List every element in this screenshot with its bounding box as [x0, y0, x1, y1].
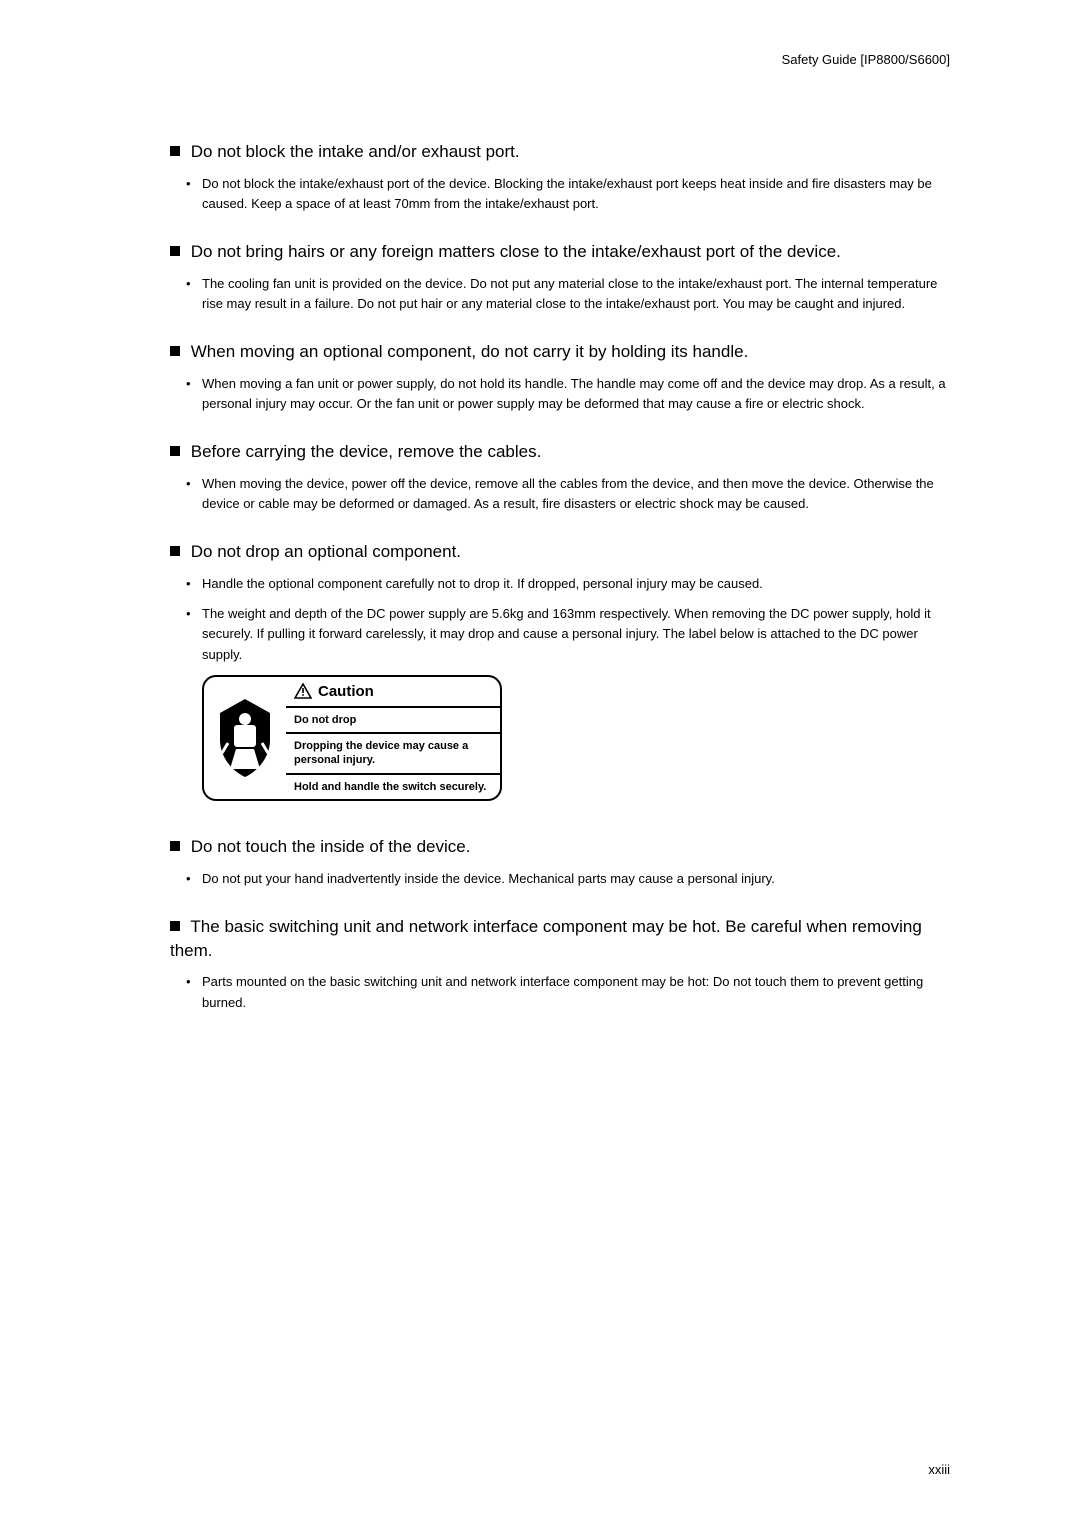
section-heading: Do not touch the inside of the device. — [170, 835, 950, 859]
section-cables: Before carrying the device, remove the c… — [170, 440, 950, 514]
heading-text: Do not touch the inside of the device. — [191, 837, 471, 856]
caution-drop-icon — [204, 677, 286, 799]
section-heading: The basic switching unit and network int… — [170, 915, 950, 963]
heading-text: Do not block the intake and/or exhaust p… — [191, 142, 520, 161]
heading-text: Do not drop an optional component. — [191, 542, 461, 561]
section-handle: When moving an optional component, do no… — [170, 340, 950, 414]
section-hot: The basic switching unit and network int… — [170, 915, 950, 1013]
square-bullet-icon — [170, 546, 180, 556]
list-item: The cooling fan unit is provided on the … — [202, 274, 950, 314]
caution-row: Hold and handle the switch securely. — [286, 775, 500, 799]
square-bullet-icon — [170, 146, 180, 156]
list-item: Parts mounted on the basic switching uni… — [202, 972, 950, 1012]
square-bullet-icon — [170, 446, 180, 456]
square-bullet-icon — [170, 841, 180, 851]
bullet-list: Do not block the intake/exhaust port of … — [170, 174, 950, 214]
caution-text-block: Caution Do not drop Dropping the device … — [286, 677, 500, 799]
list-item: Handle the optional component carefully … — [202, 574, 950, 594]
list-item: When moving the device, power off the de… — [202, 474, 950, 514]
bullet-list: When moving the device, power off the de… — [170, 474, 950, 514]
list-item: The weight and depth of the DC power sup… — [202, 604, 950, 664]
section-heading: Do not drop an optional component. — [170, 540, 950, 564]
heading-text: Do not bring hairs or any foreign matter… — [191, 242, 841, 261]
section-intake-port: Do not block the intake and/or exhaust p… — [170, 140, 950, 214]
section-heading: Do not block the intake and/or exhaust p… — [170, 140, 950, 164]
caution-row: Do not drop — [286, 708, 500, 734]
section-heading: When moving an optional component, do no… — [170, 340, 950, 364]
bullet-list: Handle the optional component carefully … — [170, 574, 950, 665]
page-number: xxiii — [928, 1462, 950, 1477]
section-drop: Do not drop an optional component. Handl… — [170, 540, 950, 801]
square-bullet-icon — [170, 921, 180, 931]
section-heading: Do not bring hairs or any foreign matter… — [170, 240, 950, 264]
caution-title: Caution — [286, 677, 500, 708]
square-bullet-icon — [170, 346, 180, 356]
heading-text: Before carrying the device, remove the c… — [191, 442, 542, 461]
bullet-list: Parts mounted on the basic switching uni… — [170, 972, 950, 1012]
bullet-list: When moving a fan unit or power supply, … — [170, 374, 950, 414]
bullet-list: The cooling fan unit is provided on the … — [170, 274, 950, 314]
list-item: Do not block the intake/exhaust port of … — [202, 174, 950, 214]
bullet-list: Do not put your hand inadvertently insid… — [170, 869, 950, 889]
header-guide-label: Safety Guide [IP8800/S6600] — [782, 52, 950, 67]
caution-row: Dropping the device may cause a personal… — [286, 734, 500, 775]
section-inside: Do not touch the inside of the device. D… — [170, 835, 950, 889]
caution-title-text: Caution — [318, 683, 374, 700]
list-item: Do not put your hand inadvertently insid… — [202, 869, 950, 889]
caution-card: Caution Do not drop Dropping the device … — [202, 675, 502, 801]
section-foreign-matter: Do not bring hairs or any foreign matter… — [170, 240, 950, 314]
page-content: Do not block the intake and/or exhaust p… — [170, 140, 950, 1013]
heading-text: When moving an optional component, do no… — [191, 342, 749, 361]
warning-triangle-icon — [294, 683, 312, 699]
section-heading: Before carrying the device, remove the c… — [170, 440, 950, 464]
list-item: When moving a fan unit or power supply, … — [202, 374, 950, 414]
heading-text: The basic switching unit and network int… — [170, 917, 922, 960]
square-bullet-icon — [170, 246, 180, 256]
